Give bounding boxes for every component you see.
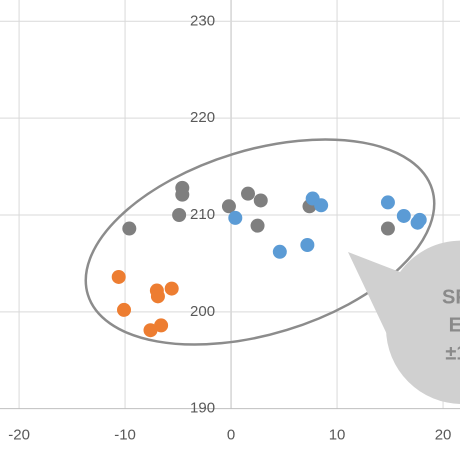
point: [150, 289, 165, 304]
point: [272, 244, 287, 259]
y-tick-label: 210: [190, 206, 215, 223]
x-tick-label: -10: [114, 427, 136, 444]
point: [122, 221, 137, 236]
point: [253, 193, 268, 208]
x-tick-label: 0: [227, 427, 235, 444]
point: [221, 199, 236, 214]
point: [410, 215, 425, 230]
callout-line: ±15: [445, 342, 460, 364]
x-tick-label: 10: [329, 427, 346, 444]
point: [228, 210, 243, 225]
marks: [111, 180, 427, 338]
y-tick-label: 230: [190, 12, 215, 29]
y-tick-label: 220: [190, 109, 215, 126]
x-tick-label: 20: [435, 427, 452, 444]
point: [172, 207, 187, 222]
callout-line: EV: [449, 314, 460, 336]
y-tick-label: 190: [190, 400, 215, 417]
point: [300, 238, 315, 253]
point: [380, 221, 395, 236]
y-tick-label: 200: [190, 303, 215, 320]
point: [164, 281, 179, 296]
point: [250, 218, 265, 233]
callout-text: SPE EV ±15: [442, 286, 460, 364]
highlight-ellipse: [84, 138, 436, 346]
callout-bubble: [386, 252, 460, 404]
point: [314, 198, 329, 213]
point: [396, 208, 411, 223]
point: [117, 302, 132, 317]
x-tick-label: -20: [8, 427, 30, 444]
point: [154, 318, 169, 333]
point: [380, 195, 395, 210]
callout-line: SPE: [442, 286, 460, 308]
point: [241, 186, 256, 201]
point: [143, 323, 158, 338]
point: [175, 187, 190, 202]
point: [111, 269, 126, 284]
